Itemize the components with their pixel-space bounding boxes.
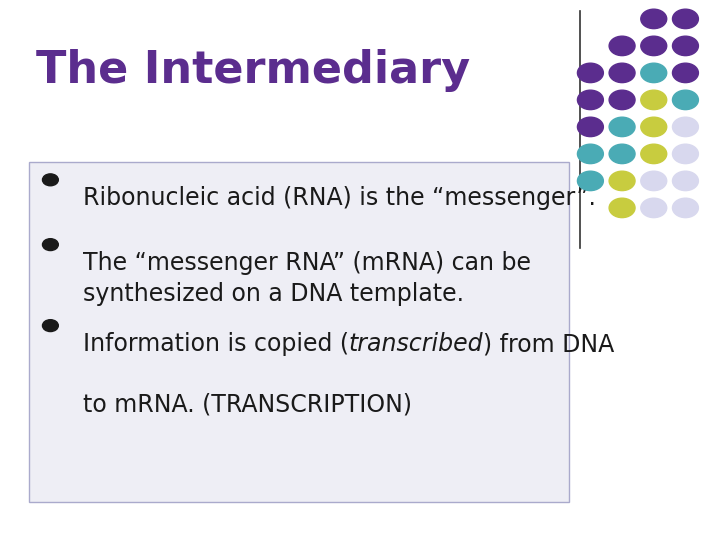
Circle shape	[672, 63, 698, 83]
Circle shape	[672, 144, 698, 164]
Circle shape	[42, 174, 58, 186]
Text: ) from DNA: ) from DNA	[483, 332, 615, 356]
Circle shape	[672, 90, 698, 110]
Circle shape	[577, 144, 603, 164]
Text: Information is copied (: Information is copied (	[83, 332, 348, 356]
Circle shape	[672, 198, 698, 218]
Circle shape	[641, 36, 667, 56]
Text: The Intermediary: The Intermediary	[36, 49, 470, 92]
Circle shape	[42, 320, 58, 332]
Text: transcribed: transcribed	[348, 332, 483, 356]
Circle shape	[577, 171, 603, 191]
Circle shape	[641, 63, 667, 83]
Circle shape	[641, 117, 667, 137]
Circle shape	[609, 117, 635, 137]
Circle shape	[672, 117, 698, 137]
Circle shape	[641, 198, 667, 218]
Circle shape	[577, 117, 603, 137]
Circle shape	[672, 171, 698, 191]
Circle shape	[42, 239, 58, 251]
Circle shape	[609, 171, 635, 191]
Circle shape	[577, 63, 603, 83]
Circle shape	[609, 90, 635, 110]
Circle shape	[609, 198, 635, 218]
Circle shape	[641, 171, 667, 191]
Text: Ribonucleic acid (RNA) is the “messenger”.: Ribonucleic acid (RNA) is the “messenger…	[83, 186, 595, 210]
Circle shape	[577, 90, 603, 110]
Circle shape	[609, 63, 635, 83]
FancyBboxPatch shape	[29, 162, 569, 502]
Circle shape	[609, 144, 635, 164]
Circle shape	[672, 9, 698, 29]
Circle shape	[641, 90, 667, 110]
Circle shape	[609, 36, 635, 56]
Circle shape	[672, 36, 698, 56]
Circle shape	[641, 9, 667, 29]
Text: The “messenger RNA” (mRNA) can be
synthesized on a DNA template.: The “messenger RNA” (mRNA) can be synthe…	[83, 251, 531, 306]
Circle shape	[641, 144, 667, 164]
Text: to mRNA. (TRANSCRIPTION): to mRNA. (TRANSCRIPTION)	[83, 393, 412, 416]
